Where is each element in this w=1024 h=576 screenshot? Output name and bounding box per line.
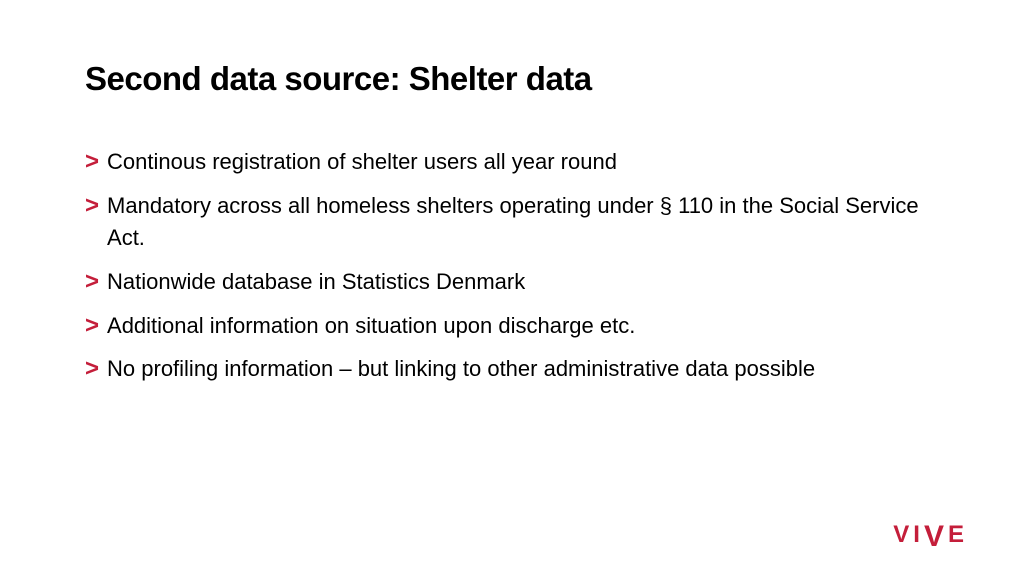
bullet-text: Continous registration of shelter users … <box>107 146 939 178</box>
list-item: > No profiling information – but linking… <box>85 353 939 385</box>
logo-letter-e: E <box>948 523 968 547</box>
vive-logo: V I V E <box>893 518 968 548</box>
bullet-marker-icon: > <box>85 146 99 177</box>
list-item: > Continous registration of shelter user… <box>85 146 939 178</box>
bullet-text: Additional information on situation upon… <box>107 310 939 342</box>
list-item: > Mandatory across all homeless shelters… <box>85 190 939 254</box>
slide-container: Second data source: Shelter data > Conti… <box>0 0 1024 576</box>
bullet-list: > Continous registration of shelter user… <box>85 146 939 385</box>
logo-letter-v2: V <box>924 522 948 552</box>
bullet-text: Nationwide database in Statistics Denmar… <box>107 266 939 298</box>
bullet-marker-icon: > <box>85 353 99 384</box>
bullet-marker-icon: > <box>85 190 99 221</box>
list-item: > Nationwide database in Statistics Denm… <box>85 266 939 298</box>
logo-text: V I V E <box>893 518 968 548</box>
bullet-marker-icon: > <box>85 266 99 297</box>
list-item: > Additional information on situation up… <box>85 310 939 342</box>
logo-letter-v1: V <box>893 523 913 547</box>
bullet-marker-icon: > <box>85 310 99 341</box>
slide-title: Second data source: Shelter data <box>85 60 939 98</box>
bullet-text: Mandatory across all homeless shelters o… <box>107 190 939 254</box>
bullet-text: No profiling information – but linking t… <box>107 353 939 385</box>
logo-letter-i: I <box>913 523 924 547</box>
